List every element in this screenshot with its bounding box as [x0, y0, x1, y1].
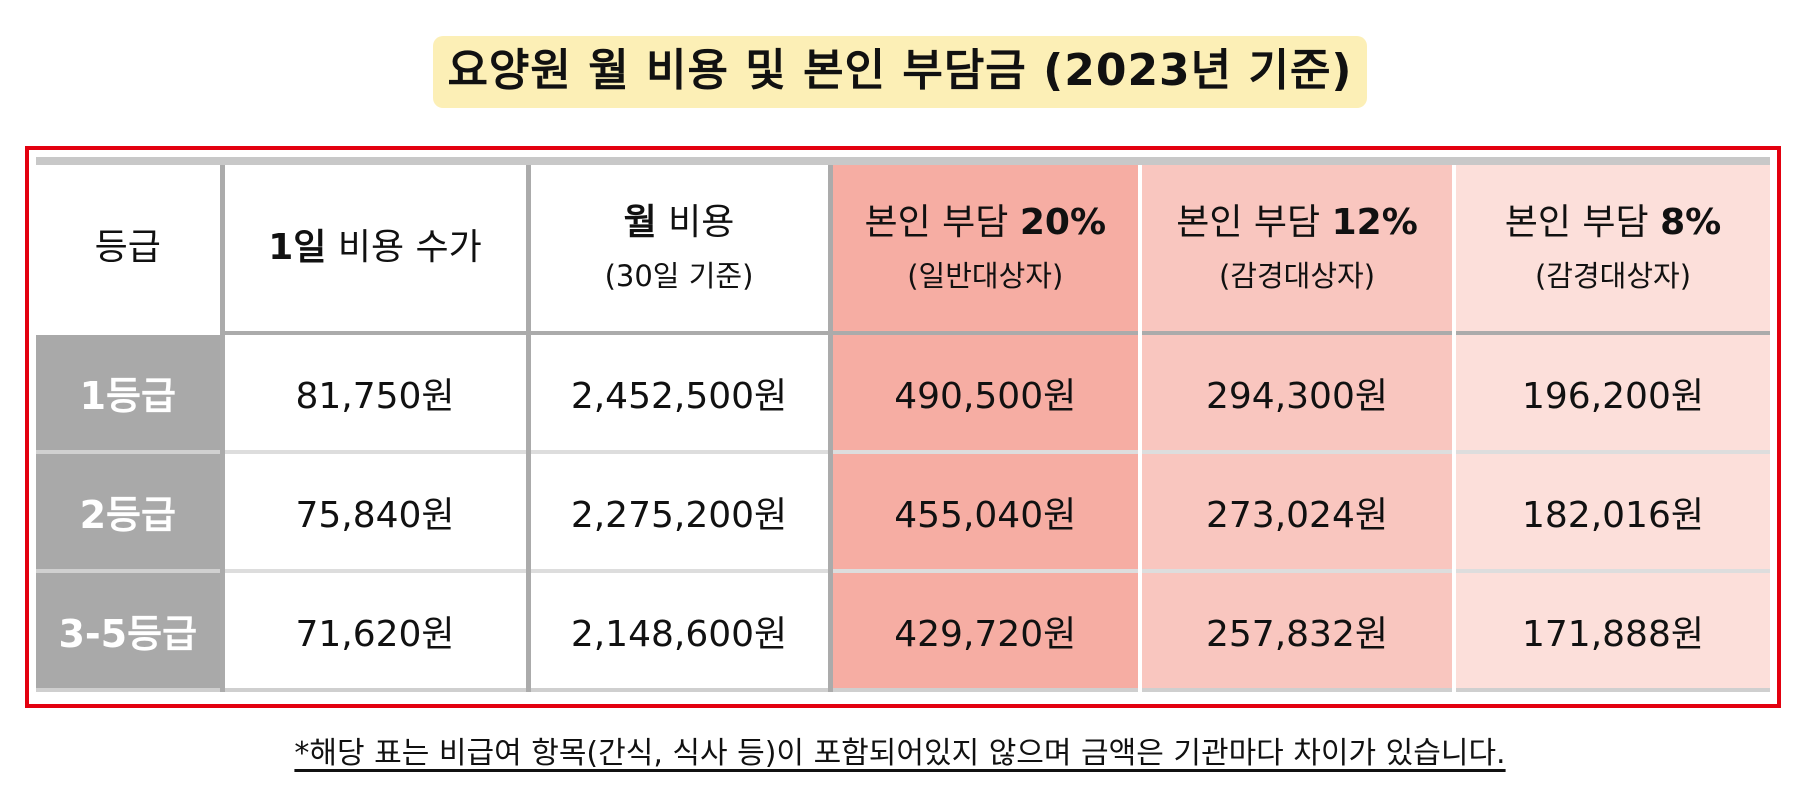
- daily-cell: 81,750원: [222, 331, 531, 452]
- p20-cell: 455,040원: [830, 450, 1142, 571]
- grade-cell: 3-5등급: [36, 569, 225, 690]
- header-row: 등급 1일 비용 수가 월 비용 (30일 기준) 본인 부담 20% (일반대…: [36, 161, 1770, 333]
- p12-cell: 294,300원: [1140, 331, 1456, 452]
- p12-cell: 273,024원: [1140, 450, 1456, 571]
- header-daily-bold: 1일: [268, 227, 327, 268]
- cost-table: 등급 1일 비용 수가 월 비용 (30일 기준) 본인 부담 20% (일반대…: [36, 157, 1770, 692]
- header-monthly-rest: 비용: [656, 202, 735, 243]
- header-p12-main: 본인 부담: [1176, 202, 1332, 243]
- p8-cell: 171,888원: [1454, 569, 1770, 690]
- p12-cell: 257,832원: [1140, 569, 1456, 690]
- header-daily-rest: 비용 수가: [326, 227, 482, 268]
- header-monthly: 월 비용 (30일 기준): [528, 161, 833, 333]
- header-p8: 본인 부담 8% (감경대상자): [1454, 161, 1770, 333]
- header-p12-pct: 12%: [1331, 202, 1418, 243]
- page-title: 요양원 월 비용 및 본인 부담금 (2023년 기준): [433, 36, 1367, 108]
- daily-cell: 71,620원: [222, 569, 531, 690]
- daily-cell: 75,840원: [222, 450, 531, 571]
- p20-cell: 429,720원: [830, 569, 1142, 690]
- header-p12: 본인 부담 12% (감경대상자): [1140, 161, 1456, 333]
- grade-cell: 2등급: [36, 450, 225, 571]
- header-grade: 등급: [36, 161, 225, 333]
- footnote: *해당 표는 비급여 항목(간식, 식사 등)이 포함되어있지 않으며 금액은 …: [294, 736, 1506, 771]
- p8-cell: 196,200원: [1454, 331, 1770, 452]
- header-p8-sub: (감경대상자): [1534, 259, 1692, 293]
- header-monthly-bold: 월: [623, 202, 657, 243]
- table-row: 3-5등급 71,620원 2,148,600원 429,720원 257,83…: [36, 569, 1770, 690]
- p8-cell: 182,016원: [1454, 450, 1770, 571]
- monthly-cell: 2,452,500원: [528, 331, 833, 452]
- table-row: 2등급 75,840원 2,275,200원 455,040원 273,024원…: [36, 450, 1770, 571]
- table-row: 1등급 81,750원 2,452,500원 490,500원 294,300원…: [36, 331, 1770, 452]
- header-grade-label: 등급: [94, 227, 161, 268]
- header-daily: 1일 비용 수가: [222, 161, 531, 333]
- header-p12-sub: (감경대상자): [1218, 259, 1376, 293]
- footnote-area: *해당 표는 비급여 항목(간식, 식사 등)이 포함되어있지 않으며 금액은 …: [0, 728, 1800, 772]
- header-p8-pct: 8%: [1660, 202, 1722, 243]
- monthly-cell: 2,148,600원: [528, 569, 833, 690]
- table-frame: 등급 1일 비용 수가 월 비용 (30일 기준) 본인 부담 20% (일반대…: [25, 146, 1781, 708]
- header-p20: 본인 부담 20% (일반대상자): [830, 161, 1142, 333]
- grade-cell: 1등급: [36, 331, 225, 452]
- monthly-cell: 2,275,200원: [528, 450, 833, 571]
- header-p8-main: 본인 부담: [1504, 202, 1661, 243]
- title-area: 요양원 월 비용 및 본인 부담금 (2023년 기준): [0, 36, 1800, 108]
- header-monthly-sub: (30일 기준): [604, 259, 754, 293]
- header-p20-main: 본인 부담: [864, 202, 1020, 243]
- header-p20-sub: (일반대상자): [907, 259, 1064, 293]
- header-p20-pct: 20%: [1019, 202, 1107, 243]
- p20-cell: 490,500원: [830, 331, 1142, 452]
